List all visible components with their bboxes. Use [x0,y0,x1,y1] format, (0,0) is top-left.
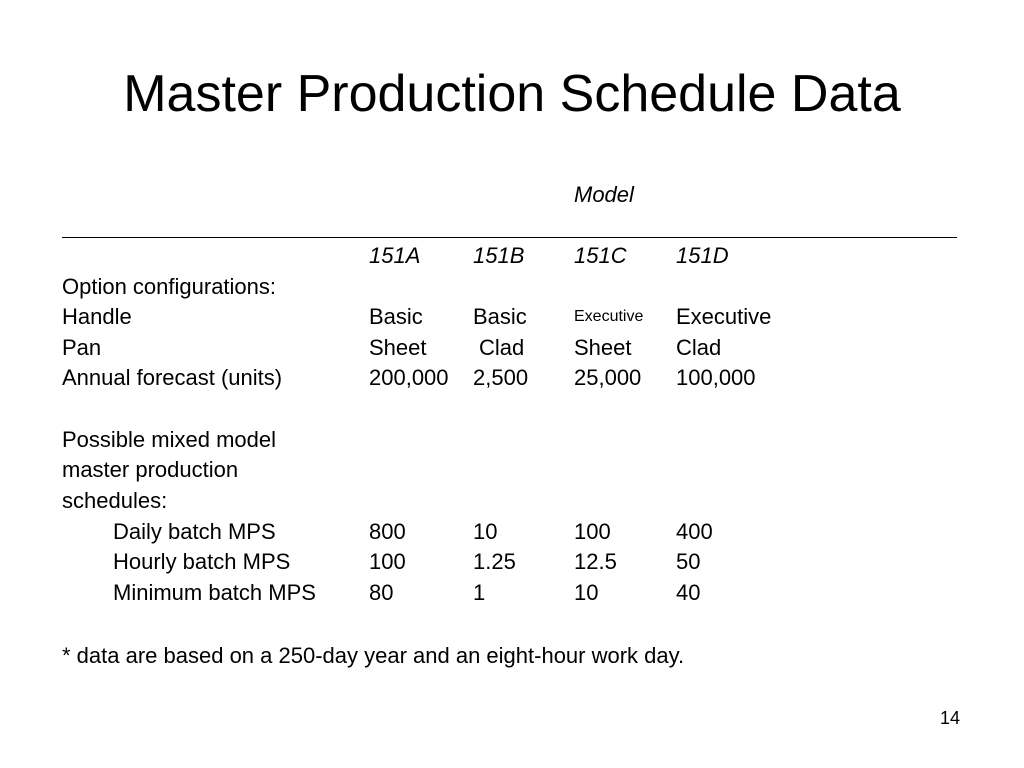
row-label: master production [62,457,239,482]
table-row: schedules: [0,486,1024,516]
row-label: Annual forecast (units) [62,365,283,390]
table-cell: 12.5 [574,549,617,574]
table-row: Option configurations: [0,272,1024,302]
row-label: Pan [62,335,102,360]
table-row: Possible mixed model [0,425,1024,455]
column-header: 151D [676,243,729,268]
table-row: Pan Sheet Clad Sheet Clad [0,333,1024,363]
header-divider [62,237,957,238]
table-cell: Clad [676,335,722,360]
table-cell: 100 [574,519,611,544]
table-cell: 100 [369,549,406,574]
table-cell: 40 [676,580,701,605]
table-row: Handle Basic Basic Executive Executive [0,302,1024,332]
table-row: master production [0,455,1024,485]
table-header-row: 151A 151B 151C 151D [0,241,1024,271]
table-cell: Basic [473,304,527,329]
table-cell: 10 [473,519,498,544]
column-header: 151A [369,243,421,268]
row-label: Daily batch MPS [113,519,276,544]
table-cell: 10 [574,580,599,605]
table-row: Hourly batch MPS 100 1.25 12.5 50 [0,547,1024,577]
table-cell: Executive [676,304,772,329]
table-cell: 800 [369,519,406,544]
row-label: Handle [62,304,132,329]
table-row: Minimum batch MPS 80 1 10 40 [0,578,1024,608]
table-cell: 100,000 [676,365,756,390]
row-label: Possible mixed model [62,427,276,452]
table-cell: 200,000 [369,365,449,390]
model-column-label: Model [574,182,634,207]
table-row: Annual forecast (units) 200,000 2,500 25… [0,363,1024,393]
column-header: 151B [473,243,525,268]
slide-title: Master Production Schedule Data [123,65,901,123]
table-row: Daily batch MPS 800 10 100 400 [0,517,1024,547]
row-label: Minimum batch MPS [113,580,316,605]
row-label: Option configurations: [62,274,277,299]
row-label: Hourly batch MPS [113,549,291,574]
table-cell: 1.25 [473,549,516,574]
table-cell: Sheet [574,335,632,360]
table-cell: 80 [369,580,394,605]
table-cell: Sheet [369,335,427,360]
page-number: 14 [940,708,961,728]
row-label: schedules: [62,488,168,513]
table-cell: 50 [676,549,701,574]
table-cell: Basic [369,304,423,329]
table-cell: 1 [473,580,486,605]
table-cell: 400 [676,519,713,544]
column-header: 151C [574,243,627,268]
footnote: * data are based on a 250-day year and a… [62,643,685,668]
table-cell: Executive [574,308,644,325]
table-cell: Clad [479,335,525,360]
table-cell: 2,500 [473,365,529,390]
table-cell: 25,000 [574,365,642,390]
